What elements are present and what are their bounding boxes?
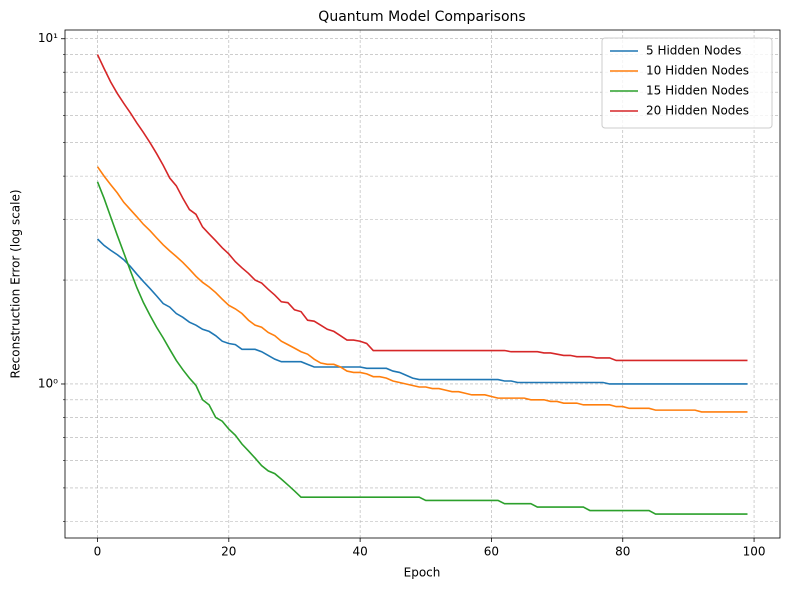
- legend-label: 10 Hidden Nodes: [646, 64, 749, 78]
- x-axis-label: Epoch: [404, 566, 441, 580]
- y-tick-label: 10⁰: [38, 376, 58, 390]
- x-tick-label: 80: [615, 545, 630, 559]
- x-tick-label: 40: [352, 545, 367, 559]
- legend-label: 15 Hidden Nodes: [646, 84, 749, 98]
- x-tick-label: 20: [221, 545, 236, 559]
- x-tick-label: 100: [743, 545, 766, 559]
- series-line: [96, 238, 748, 385]
- x-tick-label: 0: [94, 545, 102, 559]
- legend-box: [601, 37, 773, 129]
- series-line: [96, 181, 748, 515]
- y-tick-label: 10¹: [38, 31, 58, 45]
- plot-frame: [64, 29, 781, 539]
- legend: 5 Hidden Nodes 10 Hidden Nodes 15 Hidden N…: [601, 37, 773, 129]
- y-axis-label: Reconstruction Error (log scale): [9, 189, 23, 378]
- chart-title: Quantum Model Comparisons: [318, 9, 525, 25]
- legend-label: 20 Hidden Nodes: [646, 104, 749, 118]
- legend-label: 5 Hidden Nodes: [646, 44, 741, 58]
- x-tick-label: 60: [484, 545, 499, 559]
- series-line: [96, 166, 748, 413]
- series-line: [96, 54, 748, 362]
